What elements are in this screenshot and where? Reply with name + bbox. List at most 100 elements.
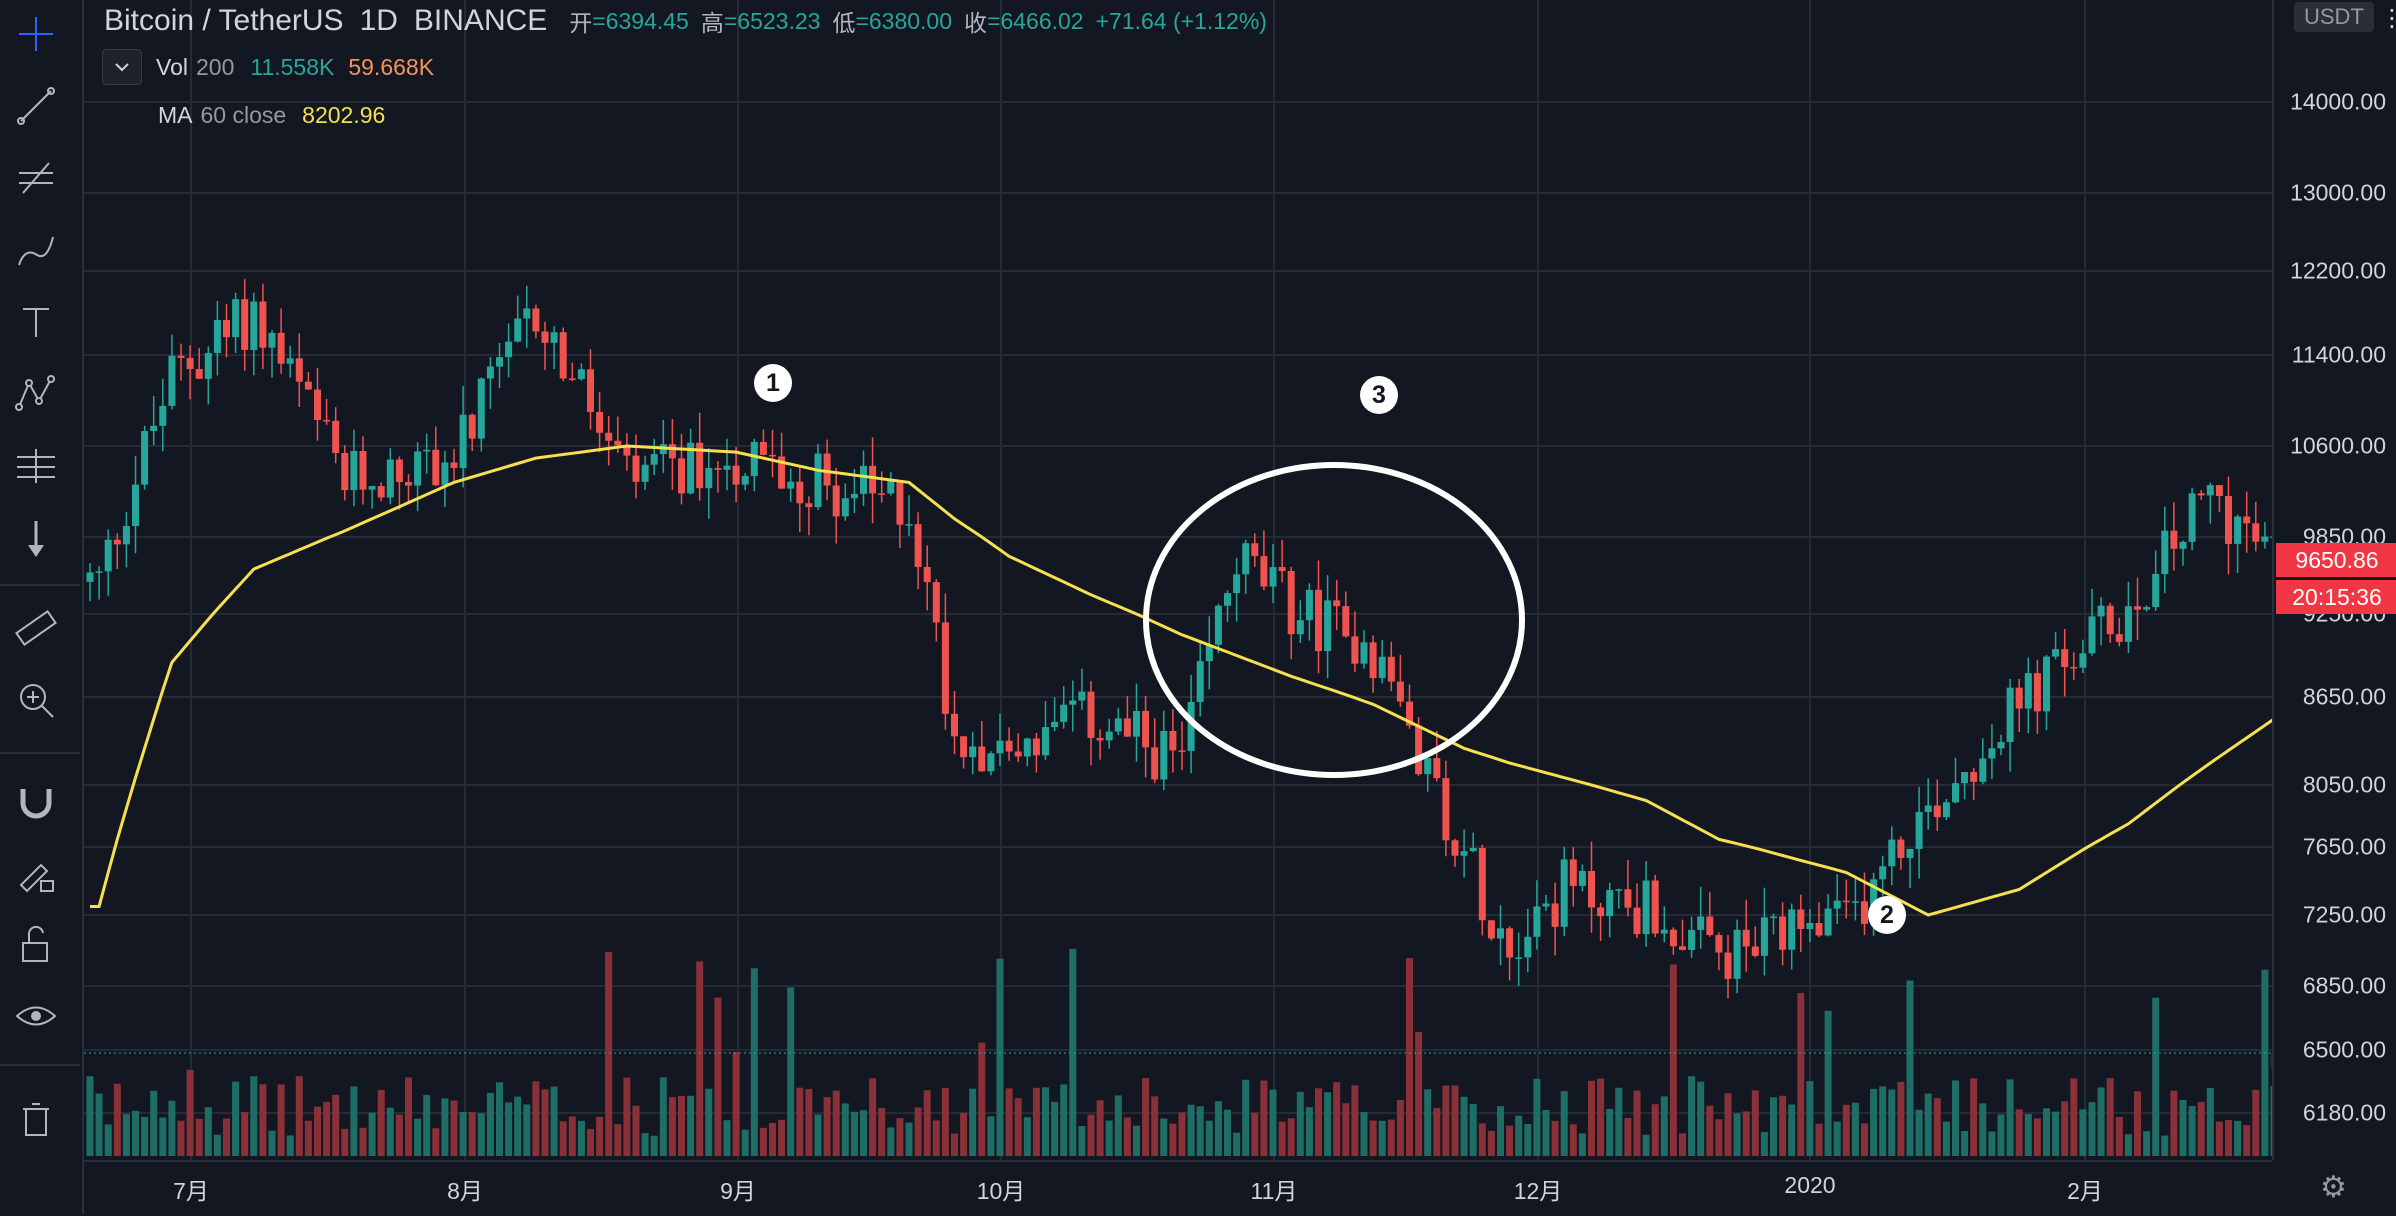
candle-body [623, 445, 631, 456]
time-tick: 9月 [720, 1178, 756, 1204]
ma-legend-row[interactable]: MA 60 close 8202.96 [158, 98, 1267, 132]
candle-body [159, 405, 167, 426]
annotation-marker-1[interactable]: 1 [754, 364, 792, 402]
candle [1533, 880, 1541, 950]
magnet-icon[interactable] [8, 772, 64, 828]
candle [1651, 874, 1659, 938]
forecast-icon[interactable] [8, 438, 64, 494]
eye-icon[interactable] [8, 988, 64, 1044]
candle [1788, 903, 1796, 970]
ruler-icon[interactable] [8, 600, 64, 656]
candle-body [1487, 920, 1495, 939]
fib-icon[interactable] [8, 150, 64, 206]
volume-bar [832, 1090, 840, 1156]
candle-body [1633, 907, 1641, 935]
unlock-icon[interactable] [8, 916, 64, 972]
candle-body [1069, 700, 1077, 705]
volume-legend-row[interactable]: Vol 200 11.558K 59.668K [102, 49, 1267, 85]
candle [1979, 738, 1987, 785]
candle [1515, 932, 1523, 986]
candle-body [186, 357, 194, 370]
candle [86, 563, 94, 602]
currency-badge[interactable]: USDT [2294, 2, 2374, 32]
volume-bar [759, 1127, 767, 1156]
chart-settings-gear-icon[interactable]: ⚙ [2320, 1171, 2347, 1204]
volume-bar [1269, 1089, 1277, 1156]
candle-body [1305, 589, 1313, 621]
volume-bar [1888, 1089, 1896, 1156]
candle-body [2033, 673, 2041, 712]
volume-bar [1597, 1078, 1605, 1156]
candle [632, 434, 640, 499]
candle [132, 455, 139, 554]
trend-line-icon[interactable] [8, 78, 64, 134]
candle-body [1933, 805, 1941, 818]
chart-pane[interactable]: 1 2 3 » [84, 0, 2316, 1160]
exchange: BINANCE [413, 4, 548, 37]
symbol-name[interactable]: Bitcoin / TetherUS [104, 4, 344, 37]
candle-body [1114, 718, 1122, 732]
candle-body [1669, 929, 1677, 947]
candle-body [1042, 727, 1049, 756]
volume-bar [1023, 1117, 1031, 1156]
candlestick-chart[interactable] [84, 0, 2278, 1160]
open-value: =6394.45 [592, 7, 689, 34]
volume-bar [213, 1134, 221, 1156]
volume-bar [1406, 958, 1413, 1156]
annotation-marker-3[interactable]: 3 [1360, 376, 1398, 414]
candle [1224, 590, 1231, 622]
pattern-icon[interactable] [8, 366, 64, 422]
price-axis[interactable]: 14000.00 13000.00 12200.00 11400.00 1060… [2272, 0, 2396, 1160]
volume-bar [623, 1077, 631, 1156]
candle [1542, 894, 1550, 911]
collapse-legend-button[interactable] [102, 49, 142, 85]
candle [1424, 756, 1432, 792]
candle [1724, 934, 1732, 999]
symbol-title-row[interactable]: Bitcoin / TetherUS 1D BINANCE 开 =6394.45 … [104, 2, 1267, 40]
candle [1578, 864, 1586, 892]
candle-body [1742, 929, 1750, 947]
candle-body [541, 331, 549, 343]
candle [2006, 679, 2014, 772]
volume-bar [1560, 1091, 1568, 1156]
annotation-marker-2[interactable]: 2 [1868, 896, 1906, 934]
candle-body [878, 493, 886, 495]
text-icon[interactable] [8, 294, 64, 350]
candle-body [978, 746, 986, 772]
volume-bar [668, 1097, 676, 1156]
candle [2197, 490, 2205, 500]
trash-icon[interactable] [8, 1092, 64, 1148]
candle [1433, 731, 1441, 782]
volume-bar [2261, 969, 2269, 1156]
candle [1679, 919, 1686, 951]
candle-body [122, 526, 130, 545]
volume-bar [486, 1092, 494, 1156]
currency-menu-icon[interactable]: ⋮ [2380, 5, 2396, 32]
candle [1806, 909, 1814, 942]
candle-body [1924, 805, 1932, 812]
volume-bar [659, 1077, 667, 1156]
candle [486, 357, 494, 409]
candle [496, 342, 503, 389]
arrow-down-icon[interactable] [8, 510, 64, 566]
volume-bar [223, 1118, 230, 1156]
volume-bar [1806, 1081, 1814, 1156]
volume-bar [850, 1111, 858, 1156]
candle-body [1961, 772, 1969, 784]
time-tick: 2月 [2067, 1178, 2103, 1204]
volume-bar [1633, 1090, 1641, 1156]
interval[interactable]: 1D [359, 4, 398, 37]
volume-bar [1797, 992, 1805, 1156]
candle-body [741, 476, 749, 485]
time-axis[interactable]: 7月 8月 9月 10月 11月 12月 2020 2月 [84, 1160, 2272, 1216]
volume-bar [1588, 1080, 1595, 1156]
brush-icon[interactable] [8, 222, 64, 278]
lock-drawing-icon[interactable] [8, 844, 64, 900]
crosshair-icon[interactable] [8, 6, 64, 62]
volume-bar [1069, 948, 1077, 1156]
volume-bar [641, 1133, 649, 1156]
volume-bar [1952, 1080, 1959, 1156]
candle-body [132, 484, 139, 527]
zoom-in-icon[interactable] [8, 672, 64, 728]
candle [541, 321, 549, 370]
